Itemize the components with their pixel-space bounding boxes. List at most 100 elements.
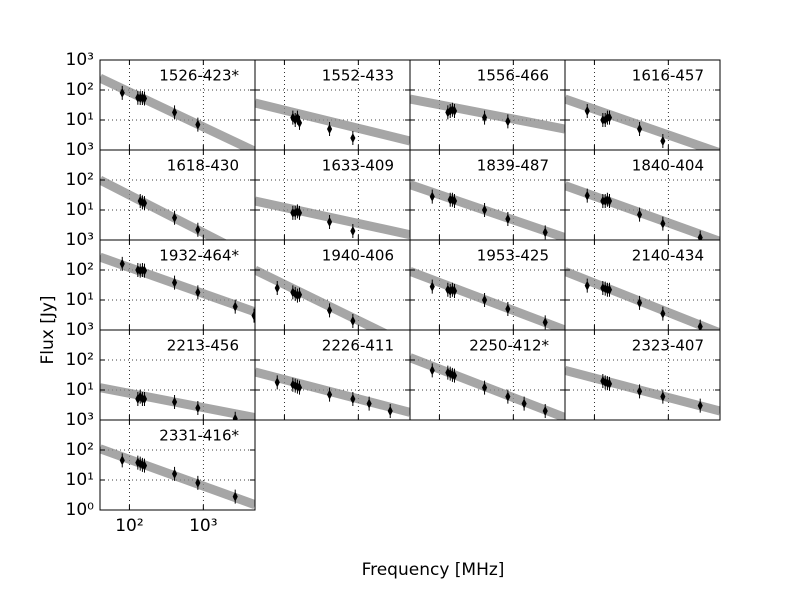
data-point bbox=[660, 389, 666, 404]
panel-frame bbox=[564, 329, 721, 421]
panel-title: 1839-487 bbox=[477, 157, 549, 175]
data-point bbox=[274, 375, 280, 390]
data-point bbox=[326, 387, 333, 402]
fit-band bbox=[100, 444, 255, 509]
data-point bbox=[697, 230, 703, 240]
data-point bbox=[451, 103, 458, 118]
panel bbox=[410, 330, 565, 420]
data-point bbox=[697, 319, 703, 330]
fit-band bbox=[410, 267, 565, 330]
data-point bbox=[119, 85, 125, 100]
data-point bbox=[481, 293, 488, 307]
fit-band bbox=[255, 265, 389, 330]
data-point bbox=[350, 131, 356, 146]
data-point bbox=[606, 110, 613, 125]
fit-band bbox=[565, 366, 720, 416]
data-point bbox=[542, 225, 548, 240]
data-point bbox=[505, 302, 511, 317]
data-point bbox=[542, 315, 548, 330]
data-point bbox=[141, 91, 148, 106]
data-point bbox=[636, 122, 643, 137]
data-point bbox=[119, 256, 125, 271]
y-tick-label: 10¹ bbox=[66, 380, 94, 400]
data-point bbox=[137, 389, 143, 404]
fit-band bbox=[565, 94, 720, 150]
data-point bbox=[296, 380, 303, 395]
data-point bbox=[296, 205, 303, 220]
data-point bbox=[326, 122, 333, 137]
y-tick-label: 10³ bbox=[66, 410, 94, 430]
fit-band bbox=[410, 353, 565, 420]
panel bbox=[565, 240, 720, 330]
panel-title: 2226-411 bbox=[322, 337, 394, 355]
panel bbox=[410, 150, 565, 240]
data-point bbox=[606, 376, 613, 391]
panel-title: 2331-416* bbox=[159, 427, 239, 445]
fit-band bbox=[255, 98, 410, 146]
y-tick-label: 10² bbox=[66, 350, 94, 370]
fit-band bbox=[100, 73, 255, 150]
data-point bbox=[141, 392, 148, 407]
data-point bbox=[251, 308, 255, 323]
panel-title: 2213-456 bbox=[167, 337, 239, 355]
y-tick-label: 10³ bbox=[66, 50, 94, 70]
y-tick-label: 10¹ bbox=[66, 470, 94, 490]
data-point bbox=[296, 287, 303, 302]
x-tick-label: 10² bbox=[115, 516, 143, 536]
data-point bbox=[429, 363, 435, 378]
data-point bbox=[636, 384, 643, 399]
panel bbox=[565, 60, 720, 150]
panel bbox=[565, 330, 720, 420]
fit-band bbox=[565, 181, 720, 240]
data-point bbox=[660, 216, 666, 231]
panel-title: 1618-430 bbox=[167, 157, 239, 175]
panel bbox=[565, 150, 720, 240]
panel bbox=[255, 330, 410, 420]
data-point bbox=[350, 223, 356, 238]
data-point bbox=[481, 380, 488, 395]
data-point bbox=[636, 207, 643, 222]
y-tick-label: 10³ bbox=[66, 140, 94, 160]
data-point bbox=[584, 278, 590, 293]
data-point bbox=[584, 188, 590, 203]
data-point bbox=[451, 283, 458, 298]
data-point bbox=[387, 403, 393, 418]
panel-title: 2250-412* bbox=[469, 337, 549, 355]
panel-title: 1840-404 bbox=[632, 157, 704, 175]
y-tick-label: 10² bbox=[66, 260, 94, 280]
data-point bbox=[660, 306, 666, 321]
panel bbox=[255, 240, 410, 330]
data-point bbox=[195, 285, 201, 300]
data-point bbox=[274, 281, 280, 296]
data-point bbox=[429, 189, 435, 204]
data-point bbox=[697, 398, 703, 413]
data-point bbox=[366, 396, 372, 411]
panel-title: 1633-409 bbox=[322, 157, 394, 175]
data-point bbox=[451, 193, 458, 208]
data-point bbox=[636, 295, 643, 310]
data-point bbox=[521, 396, 527, 411]
data-point bbox=[350, 392, 356, 407]
panel-title: 2323-407 bbox=[632, 337, 704, 355]
panel-title: 1556-466 bbox=[477, 67, 549, 85]
data-point bbox=[141, 458, 148, 473]
panel bbox=[255, 150, 410, 240]
panel bbox=[410, 240, 565, 330]
data-point bbox=[505, 212, 511, 227]
y-tick-label: 10¹ bbox=[66, 200, 94, 220]
y-tick-label: 10² bbox=[66, 80, 94, 100]
data-point bbox=[584, 103, 590, 118]
data-point bbox=[171, 394, 178, 409]
data-point bbox=[326, 214, 333, 229]
panel-title: 1953-425 bbox=[477, 247, 549, 265]
panel-title: 1940-406 bbox=[322, 247, 394, 265]
data-point bbox=[232, 411, 238, 420]
panel-title: 1616-457 bbox=[632, 67, 704, 85]
panel-frame bbox=[99, 419, 256, 511]
data-point bbox=[481, 203, 488, 217]
data-point bbox=[660, 133, 666, 148]
data-point bbox=[505, 389, 511, 404]
data-point bbox=[326, 303, 333, 318]
fit-band bbox=[100, 252, 255, 317]
panel bbox=[255, 60, 410, 150]
